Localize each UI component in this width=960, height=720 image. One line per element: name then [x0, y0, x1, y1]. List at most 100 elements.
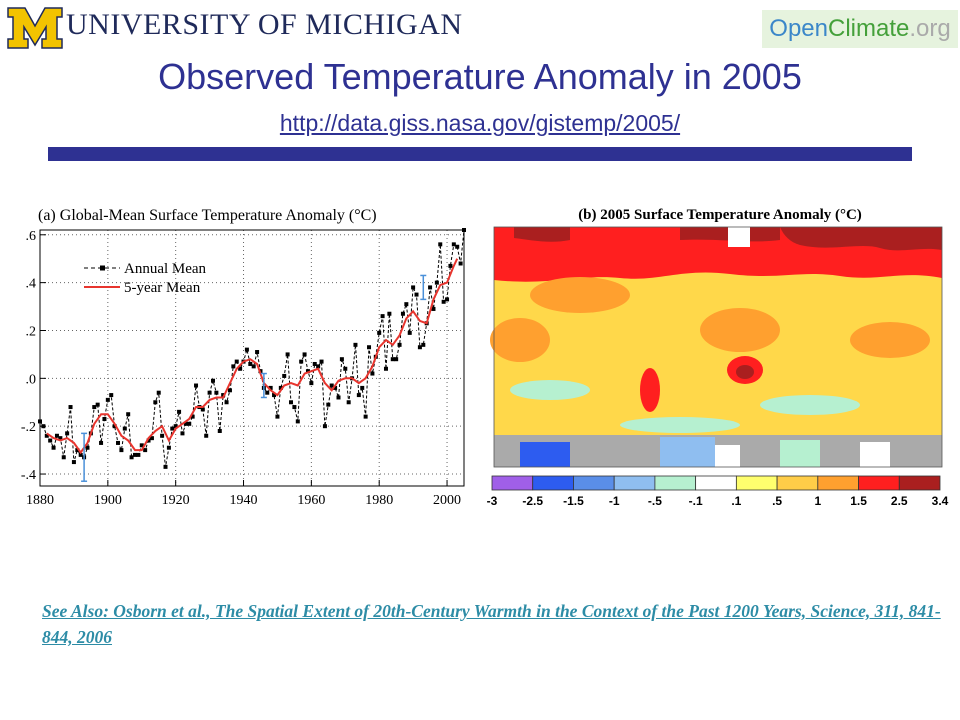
annual-mean-point [411, 285, 416, 290]
annual-mean-point [68, 405, 73, 410]
annual-mean-point [200, 407, 205, 412]
annual-mean-point [194, 383, 199, 388]
colorbar-label: 1.5 [850, 494, 867, 508]
global-mean-chart: (a) Global-Mean Surface Temperature Anom… [21, 207, 466, 508]
annual-mean-point [441, 299, 446, 304]
annual-mean-point [248, 361, 253, 366]
error-bar [420, 274, 427, 301]
brand-org: .org [909, 15, 951, 42]
annual-mean-point [397, 342, 402, 347]
annual-mean-point [346, 400, 351, 405]
annual-mean-point [343, 366, 348, 371]
annual-mean-point [122, 426, 127, 431]
annual-mean-point [231, 364, 236, 369]
annual-mean-point [451, 242, 456, 247]
annual-mean-point [180, 431, 185, 436]
colorbar-swatch [858, 475, 900, 491]
annual-mean-point [400, 311, 405, 316]
annual-mean-point [289, 400, 294, 405]
annual-mean-point [61, 455, 66, 460]
annual-mean-point [333, 385, 338, 390]
annual-mean-point [380, 314, 385, 319]
annual-mean-point [204, 433, 209, 438]
annual-mean-point [105, 397, 110, 402]
see-also-reference[interactable]: See Also: Osborn et al., The Spatial Ext… [42, 601, 941, 647]
annual-mean-point [109, 393, 114, 398]
plot-frame [39, 229, 465, 487]
colorbar-swatch [898, 475, 941, 491]
annual-mean-point [177, 409, 182, 414]
source-link[interactable]: http://data.giss.nasa.gov/gistemp/2005/ [279, 110, 681, 136]
annual-mean-point [377, 330, 382, 335]
x-tick-label: 2000 [433, 493, 461, 508]
annual-mean-point [305, 369, 310, 374]
annual-mean-point [322, 424, 327, 429]
legend-annual-marker [100, 265, 105, 271]
y-tick-labels: .6 .4 .2 .0 -.2 -.4 [21, 229, 36, 483]
annual-mean-point [407, 330, 412, 335]
annual-mean-point [44, 433, 49, 438]
annual-mean-point [275, 414, 280, 419]
annual-mean-point [417, 345, 422, 350]
annual-mean-point [387, 311, 392, 316]
colorbar-label: .1 [731, 494, 741, 508]
annual-mean-point [272, 393, 277, 398]
annual-mean-point [41, 424, 46, 429]
colorbar-label: -3 [487, 494, 498, 508]
annual-mean-point [255, 350, 260, 355]
annual-mean-point [129, 455, 134, 460]
surface-anomaly-map: (b) 2005 Surface Temperature Anomaly (°C… [487, 207, 949, 508]
annual-mean-point [224, 400, 229, 405]
annual-mean-point [156, 390, 161, 395]
page-title: Observed Temperature Anomaly in 2005 [158, 56, 802, 97]
annual-mean-point [132, 452, 137, 457]
annual-mean-point [85, 445, 90, 450]
grid-lines [39, 230, 464, 486]
colorbar-swatch [695, 475, 737, 491]
annual-mean-point [302, 352, 307, 357]
annual-mean-point [421, 342, 426, 347]
annual-mean-point [394, 357, 399, 362]
annual-mean-point [71, 460, 76, 465]
annual-mean-point [146, 438, 151, 443]
annual-mean-point [139, 443, 144, 448]
colorbar-swatch [817, 475, 859, 491]
annual-mean-point [265, 390, 270, 395]
annual-mean-point [136, 452, 141, 457]
annual-mean-point [65, 431, 70, 436]
annual-mean-point [390, 357, 395, 362]
annual-mean-point [217, 428, 222, 433]
annual-mean-point [251, 364, 256, 369]
block-m-logo [7, 7, 63, 49]
colorbar-label: -2.5 [522, 494, 543, 508]
university-name: UNIVERSITY OF MICHIGAN [66, 8, 463, 41]
annual-mean-point [166, 445, 171, 450]
y-tick-label: .6 [26, 229, 37, 244]
annual-mean-point [244, 347, 249, 352]
y-tick-label: -.4 [21, 468, 36, 483]
colorbar-swatch [613, 475, 656, 491]
openclimate-logo[interactable]: OpenClimate.org [762, 10, 958, 48]
five-year-mean-line [46, 258, 459, 455]
title-divider-bar [48, 147, 912, 161]
annual-mean-point [295, 419, 300, 424]
annual-mean-point [326, 402, 331, 407]
annual-mean-point [153, 400, 158, 405]
y-tick-label: .2 [26, 324, 37, 339]
annual-mean-point [445, 297, 450, 302]
annual-mean-point [48, 438, 53, 443]
annual-mean-point [214, 390, 219, 395]
error-bar [81, 432, 88, 482]
colorbar-swatch [491, 475, 534, 491]
colorbar-label: -1 [609, 494, 620, 508]
legend-annual-label: Annual Mean [124, 261, 207, 277]
annual-mean-point [414, 292, 419, 297]
annual-mean-point [207, 390, 212, 395]
annual-mean-point [183, 421, 188, 426]
annual-mean-point [282, 373, 287, 378]
x-tick-label: 1900 [94, 493, 122, 508]
colorbar-label: -1.5 [563, 494, 584, 508]
annual-mean-point [316, 364, 321, 369]
annual-mean-point [329, 383, 334, 388]
annual-mean-point [319, 359, 324, 364]
